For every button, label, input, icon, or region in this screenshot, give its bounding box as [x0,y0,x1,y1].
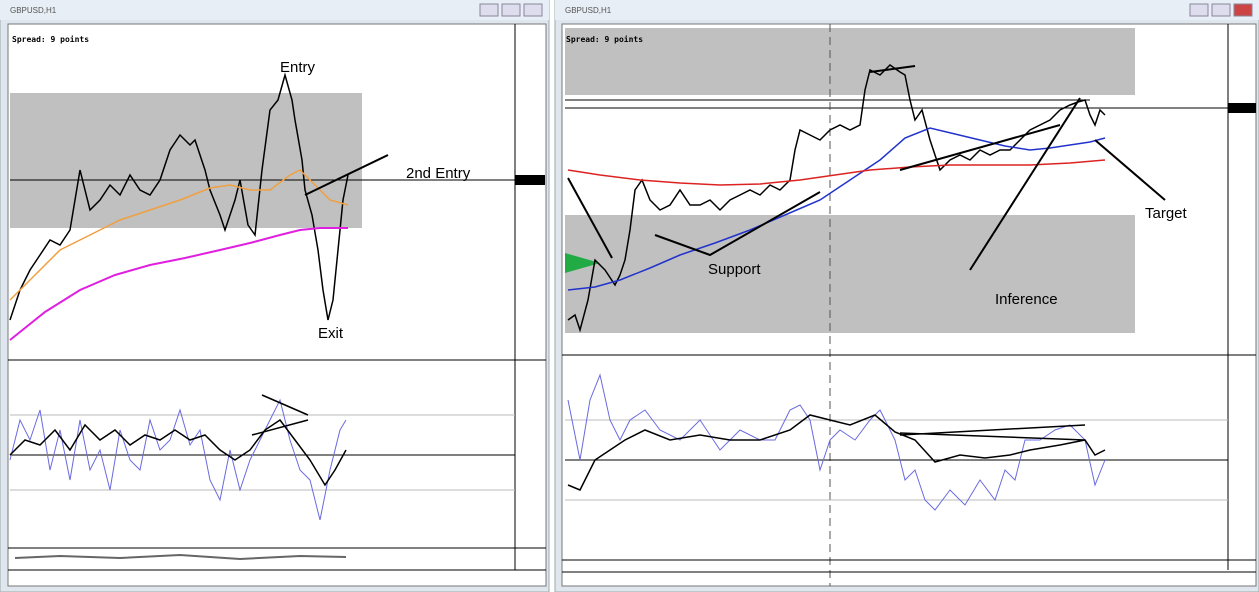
close[interactable] [1233,3,1253,17]
moving-average [567,159,1106,186]
trend-line [304,154,389,196]
title-bar [555,0,1259,20]
trend-line [251,419,309,436]
oscillator [567,414,1106,491]
trend-line [654,191,821,257]
close[interactable] [523,3,543,17]
price-series [9,72,349,321]
trend-line [899,424,1086,436]
moving-average [9,227,348,341]
zone [10,93,362,228]
minimize[interactable] [1189,3,1209,17]
window-title: GBPUSD,H1 [10,6,57,15]
annotation: 2nd Entry [406,165,471,182]
price-tag [1228,103,1256,113]
price-tag [515,175,545,185]
moving-average [567,127,1106,291]
price-series [567,64,1106,333]
trend-line [1094,139,1166,201]
oscillator [14,553,347,561]
trend-line [567,177,613,259]
zone [565,28,1135,95]
spread: Spread: 9 points [12,34,89,44]
oscillator [9,398,347,521]
window-title: GBPUSD,H1 [565,6,612,15]
spread: Spread: 9 points [566,34,643,44]
trend-line [899,432,1086,441]
annotation: Target [1145,205,1188,222]
minimize[interactable] [479,3,499,17]
moving-average [9,169,349,301]
oscillator [567,373,1106,511]
trend-line [899,124,1061,171]
title-bar [0,0,549,20]
trend-line [869,65,916,73]
annotation: Support [708,261,761,278]
annotation: Entry [280,59,316,76]
arrow-marker [565,253,600,273]
maximize[interactable] [1211,3,1231,17]
trend-line [261,394,309,416]
oscillator [9,418,347,487]
zone [565,215,1135,333]
annotation: Exit [318,325,344,342]
trend-line [969,97,1081,271]
annotation: Inference [995,291,1058,308]
maximize[interactable] [501,3,521,17]
